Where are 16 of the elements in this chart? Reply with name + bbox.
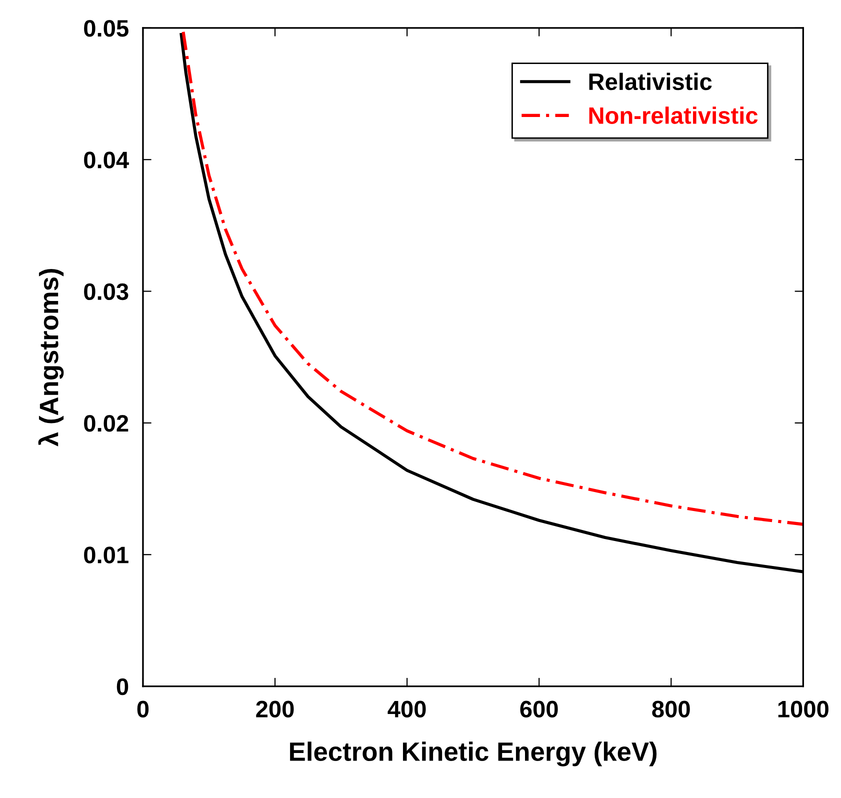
x-tick-label: 400 — [388, 700, 426, 718]
y-tick-label: 0 — [116, 678, 128, 696]
x-tick-label: 1000 — [778, 700, 828, 718]
y-axis-title: λ (Angstroms) — [38, 268, 64, 446]
y-tick-label: 0.02 — [84, 415, 128, 432]
x-tick-label: 0 — [137, 700, 149, 718]
y-tick-label: 0.05 — [84, 20, 128, 37]
y-tick-label: 0.04 — [84, 152, 129, 168]
y-tick-label: 0.03 — [84, 283, 128, 300]
x-tick-label: 800 — [652, 700, 690, 718]
x-axis-title: Electron Kinetic Energy (keV) — [290, 742, 657, 766]
legend-label: Non-relativistic — [589, 106, 758, 124]
legend-label: Relativistic — [589, 72, 712, 90]
x-tick-label: 600 — [520, 700, 558, 718]
y-tick-label: 0.01 — [84, 546, 128, 564]
x-tick-label: 200 — [256, 700, 294, 718]
